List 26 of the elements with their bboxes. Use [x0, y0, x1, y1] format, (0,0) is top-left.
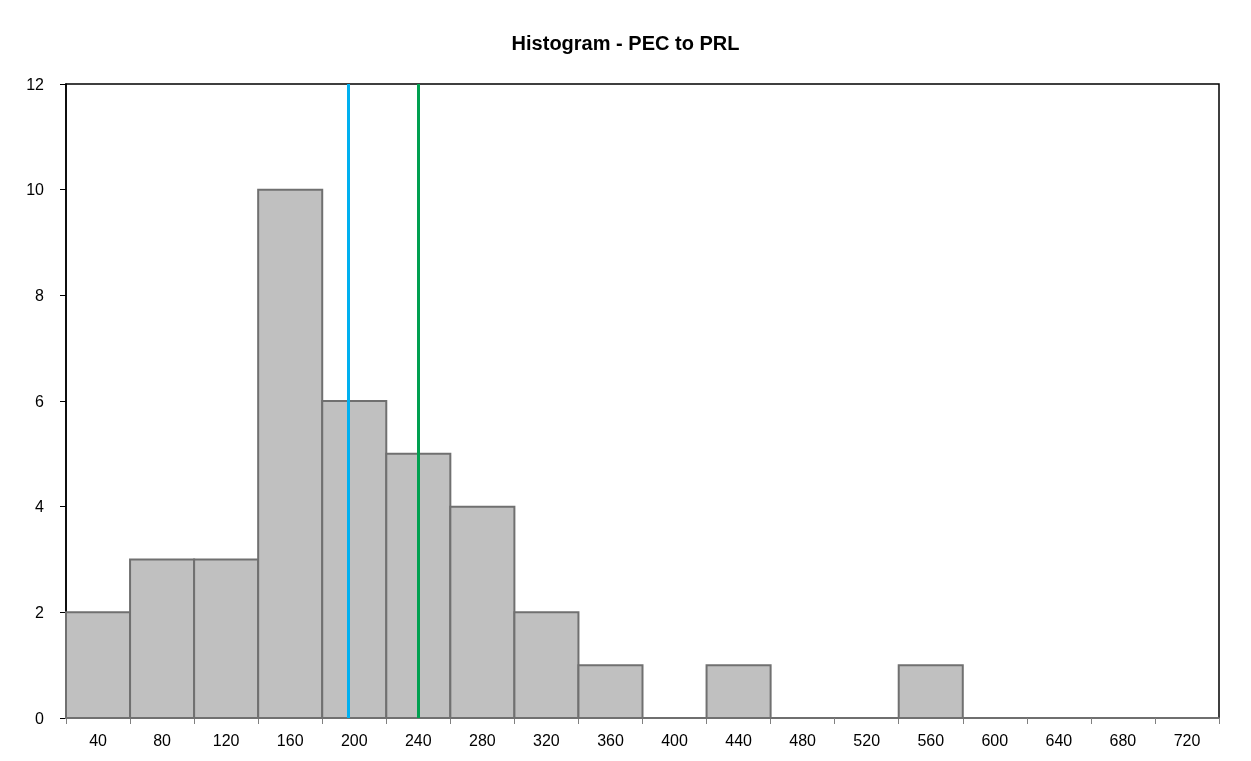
y-tick-label: 12: [26, 75, 45, 93]
x-tick-label: 240: [404, 731, 432, 749]
chart-title: Histogram - PEC to PRL: [511, 32, 740, 54]
x-tick-label: 320: [533, 731, 560, 749]
x-tick-label: 600: [981, 731, 1009, 749]
x-tick-label: 160: [276, 731, 304, 749]
x-tick-label: 120: [212, 731, 240, 749]
y-tick-label: 6: [35, 392, 45, 410]
x-tick-label: 400: [661, 731, 688, 749]
x-tick-label: 200: [340, 731, 368, 749]
y-tick-label: 2: [35, 603, 45, 621]
x-tick-label: 520: [853, 731, 881, 749]
x-tick-label: 560: [917, 731, 945, 749]
x-tick-label: 360: [597, 731, 624, 749]
y-tick-label: 10: [26, 181, 45, 199]
x-tick-label: 440: [725, 731, 753, 749]
x-tick-label: 280: [469, 731, 496, 749]
x-tick-label: 640: [1045, 731, 1073, 749]
y-tick-label: 8: [35, 286, 45, 304]
y-tick-label: 0: [35, 709, 45, 727]
y-tick-label: 4: [35, 498, 45, 516]
x-tick-label: 480: [789, 731, 817, 749]
x-tick-label: 40: [89, 731, 108, 749]
x-tick-label: 680: [1109, 731, 1137, 749]
x-tick-label: 720: [1173, 731, 1201, 749]
x-tick-label: 80: [153, 731, 172, 749]
